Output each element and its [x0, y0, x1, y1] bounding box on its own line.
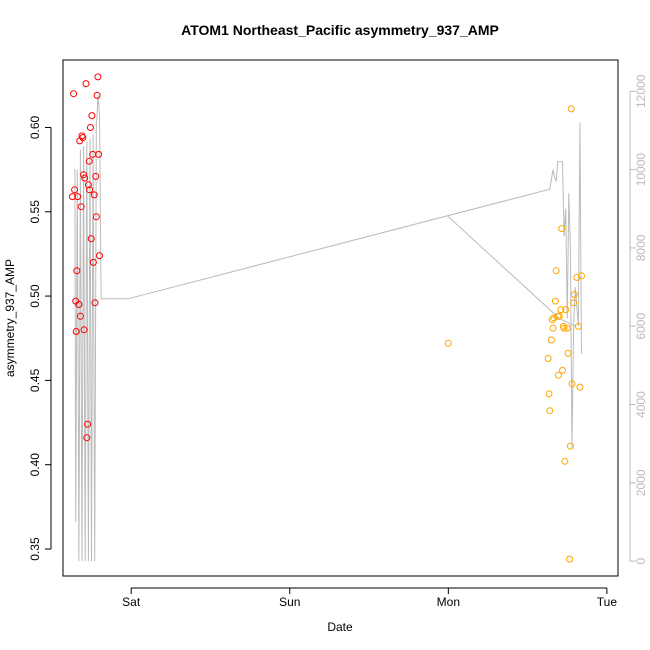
data-point-s1-0 [444, 339, 452, 347]
data-point-s0-32 [94, 73, 102, 81]
data-point-s0-13 [80, 171, 88, 179]
data-point-s0-0 [69, 193, 76, 201]
data-point-s1-26 [570, 299, 578, 307]
points-layer [69, 73, 585, 563]
x-tick-label-1: Sun [279, 595, 300, 609]
y-tick-label-4: 0.55 [28, 200, 42, 224]
data-point-s0-33 [95, 150, 103, 158]
data-point-s0-17 [83, 434, 91, 442]
x-axis-label: Date [327, 620, 353, 634]
data-point-s1-20 [563, 324, 571, 332]
data-point-s0-18 [84, 420, 92, 428]
plot-frame [62, 59, 619, 577]
y-tick-label-0: 0.35 [28, 537, 42, 561]
chart-title: ATOM1 Northeast_Pacific asymmetry_937_AM… [181, 22, 499, 38]
data-point-s0-21 [86, 186, 94, 194]
data-point-s1-25 [568, 380, 576, 388]
y-axis-label: asymmetry_937_AMP [3, 259, 17, 377]
data-point-s0-14 [80, 326, 88, 334]
data-point-s1-15 [559, 366, 566, 374]
data-point-s1-6 [549, 324, 557, 332]
data-point-s1-24 [567, 105, 575, 113]
data-point-s1-14 [558, 225, 566, 233]
data-point-s1-17 [560, 324, 568, 332]
data-point-s1-1 [544, 355, 552, 362]
data-point-s0-24 [88, 112, 96, 120]
data-point-s0-30 [92, 213, 100, 221]
y-tick-label-2: 0.45 [28, 368, 42, 392]
y-tick-label-5: 0.60 [28, 115, 42, 139]
data-point-s1-2 [545, 390, 553, 398]
data-point-s1-29 [574, 322, 582, 330]
data-point-s0-16 [82, 80, 90, 88]
data-point-s1-19 [562, 306, 570, 314]
y2-tick-label-3: 6000 [634, 313, 648, 340]
y2-tick-label-2: 4000 [634, 391, 648, 418]
data-point-s0-20 [85, 157, 93, 165]
data-point-s1-30 [576, 383, 584, 391]
data-point-s0-15 [81, 174, 89, 182]
x-tick-label-2: Mon [437, 595, 460, 609]
data-point-s0-19 [84, 181, 92, 189]
data-point-s1-22 [566, 555, 574, 563]
x-axis: Sat Sun Mon Tue [122, 587, 618, 609]
data-point-s1-11 [555, 371, 562, 379]
data-point-s1-21 [564, 349, 572, 357]
data-point-s0-5 [73, 267, 81, 275]
data-point-s0-7 [75, 301, 83, 308]
data-point-s0-31 [93, 91, 101, 99]
y-tick-label-3: 0.50 [28, 284, 42, 308]
x-tick-label-3: Tue [597, 595, 618, 609]
data-point-s0-27 [90, 191, 98, 199]
x-tick-label-0: Sat [122, 595, 141, 609]
data-point-s0-34 [96, 252, 103, 260]
data-point-s0-10 [77, 203, 85, 211]
data-point-s1-12 [555, 312, 563, 320]
data-point-s1-9 [552, 267, 560, 275]
data-point-s1-8 [551, 297, 559, 305]
y2-tick-label-1: 2000 [634, 469, 648, 496]
data-point-s0-29 [92, 172, 100, 180]
data-point-s0-6 [74, 193, 82, 201]
data-point-s0-23 [87, 235, 95, 243]
data-point-s0-26 [89, 258, 97, 266]
y2-tick-label-0: 0 [634, 557, 648, 564]
y2-tick-label-6: 12000 [634, 74, 648, 108]
y-axis-right: 0 2000 4000 6000 8000 10000 12000 [629, 74, 648, 564]
data-point-s1-5 [548, 316, 556, 324]
data-point-s1-27 [570, 290, 578, 298]
data-point-s1-18 [561, 457, 569, 465]
data-point-s0-28 [91, 299, 99, 307]
y2-tick-label-5: 10000 [634, 153, 648, 187]
data-point-s1-13 [557, 306, 565, 314]
data-point-s1-28 [573, 274, 581, 281]
y-axis-left: 0.35 0.40 0.45 0.50 0.55 0.60 [28, 115, 52, 561]
data-point-s0-9 [76, 312, 84, 320]
data-point-s0-4 [72, 328, 80, 335]
data-point-s1-31 [578, 272, 585, 280]
secondary-line-segment-0 [74, 95, 582, 562]
data-point-s0-12 [79, 134, 87, 142]
data-point-s0-22 [86, 124, 94, 131]
data-point-s1-4 [547, 336, 555, 344]
data-point-s1-23 [566, 442, 574, 450]
data-point-s0-1 [70, 90, 78, 98]
y2-tick-label-4: 8000 [634, 234, 648, 261]
data-point-s1-3 [546, 407, 554, 415]
y-tick-label-1: 0.40 [28, 453, 42, 477]
data-point-s0-2 [71, 186, 79, 194]
